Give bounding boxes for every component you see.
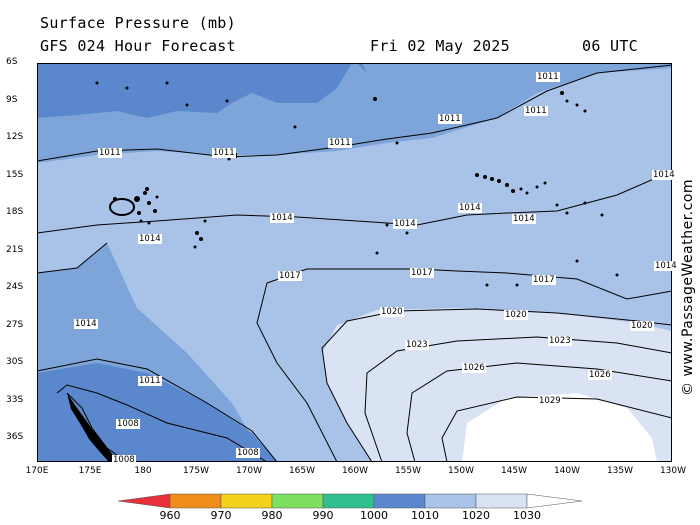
- lat-label: 12S: [6, 132, 24, 142]
- isobar-label: 1026: [588, 370, 612, 380]
- isobar-label: 1011: [536, 72, 560, 82]
- isobar-label: 1011: [98, 148, 122, 158]
- pressure-band-deep-north-b: [357, 63, 367, 73]
- forecast-label: GFS 024 Hour Forecast: [40, 37, 236, 55]
- isobar-label: 1008: [236, 448, 260, 458]
- isobar-label: 1011: [328, 138, 352, 148]
- isobar-label: 1020: [380, 307, 404, 317]
- isobar-label: 1014: [652, 170, 676, 180]
- isobar-label: 1014: [74, 319, 98, 329]
- isobar-label: 1026: [462, 363, 486, 373]
- scale-swatch-980: [220, 493, 273, 509]
- isobar-label: 1023: [405, 340, 429, 350]
- scale-label: 990: [312, 509, 334, 522]
- lat-label: 33S: [6, 395, 24, 405]
- lon-label: 165W: [288, 466, 316, 476]
- isobar-label: 1011: [438, 114, 462, 124]
- lat-label: 15S: [6, 170, 24, 180]
- isobar-1017: [256, 268, 672, 462]
- isobar-1026: [406, 362, 672, 462]
- scale-label: 960: [159, 509, 181, 522]
- forecast-time: 06 UTC: [582, 37, 638, 55]
- scale-swatch-1020: [424, 493, 477, 509]
- scale-swatch-990: [271, 493, 324, 509]
- pressure-map: [37, 63, 672, 462]
- forecast-date: Fri 02 May 2025: [370, 37, 510, 55]
- isobar-label: 1029: [538, 396, 562, 406]
- scale-swatch-1010: [373, 493, 426, 509]
- tonga-islands: [193, 219, 207, 249]
- isobar-label: 1011: [138, 376, 162, 386]
- lon-label: 175E: [78, 466, 102, 476]
- scale-swatch-970: [169, 493, 222, 509]
- scale-label: 1010: [411, 509, 439, 522]
- scale-swatch-960: [118, 493, 171, 509]
- fiji-islands: [109, 187, 159, 225]
- isobar-label: 1014: [654, 261, 678, 271]
- isobar-label: 1014: [138, 234, 162, 244]
- lat-label: 18S: [6, 207, 24, 217]
- isobar-label: 1014: [512, 214, 536, 224]
- scale-label: 970: [210, 509, 232, 522]
- isobar-1020: [321, 308, 672, 462]
- isobar-1011-south: [37, 358, 278, 462]
- isobar-label: 1014: [270, 213, 294, 223]
- lat-label: 6S: [6, 57, 18, 67]
- lagoon: [355, 108, 377, 134]
- isobar-label: 1017: [278, 271, 302, 281]
- lat-label: 21S: [6, 245, 24, 255]
- lon-label: 150W: [447, 466, 475, 476]
- isobar-1008-inner: [66, 392, 128, 462]
- isobar-label: 1014: [393, 219, 417, 229]
- austral-islands: [485, 259, 619, 287]
- isobar-label: 1020: [504, 310, 528, 320]
- pressure-band-peak: [462, 393, 657, 462]
- isobar-label: 1008: [112, 455, 136, 465]
- lon-label: 170E: [25, 466, 49, 476]
- isobar-label: 1023: [548, 336, 572, 346]
- isobar-label: 1014: [458, 203, 482, 213]
- lat-label: 24S: [6, 282, 24, 292]
- scale-label: 1030: [513, 509, 541, 522]
- chart-title: Surface Pressure (mb): [40, 14, 236, 32]
- lon-label: 170W: [235, 466, 263, 476]
- lon-label: 135W: [606, 466, 634, 476]
- pressure-band-deep-north: [37, 63, 352, 118]
- scale-label: 1020: [462, 509, 490, 522]
- lat-label: 9S: [6, 95, 18, 105]
- marquesas-islands: [560, 91, 587, 113]
- isobar-label: 1017: [410, 268, 434, 278]
- lat-label: 30S: [6, 357, 24, 367]
- isobar-label: 1008: [116, 419, 140, 429]
- lat-label: 36S: [6, 432, 24, 442]
- lat-label: 27S: [6, 320, 24, 330]
- isobar-label: 1017: [532, 275, 556, 285]
- lon-label: 160W: [341, 466, 369, 476]
- isobar-1008: [56, 384, 268, 462]
- scale-label: 980: [261, 509, 283, 522]
- isobar-1014: [37, 170, 672, 234]
- pressure-color-scale: [118, 493, 583, 509]
- isobar-label: 1011: [212, 148, 236, 158]
- lon-label: 130W: [659, 466, 687, 476]
- islands: [67, 81, 619, 462]
- lon-label: 175W: [182, 466, 210, 476]
- isobar-label: 1020: [630, 321, 654, 331]
- isobar-1011-north: [37, 64, 672, 162]
- scale-swatch-1030: [475, 493, 528, 509]
- lon-label: 140W: [553, 466, 581, 476]
- lon-label: 155W: [394, 466, 422, 476]
- scale-swatch-1000: [322, 493, 375, 509]
- scale-label: 1000: [360, 509, 388, 522]
- site-credit-text: © www.PassageWeather.com: [680, 178, 696, 396]
- scale-swatch-max: [526, 493, 583, 509]
- isobar-1029: [441, 396, 672, 462]
- isobar-1014-west: [37, 242, 108, 274]
- lon-label: 180: [134, 466, 152, 476]
- lon-label: 145W: [500, 466, 528, 476]
- isobar-label: 1011: [524, 106, 548, 116]
